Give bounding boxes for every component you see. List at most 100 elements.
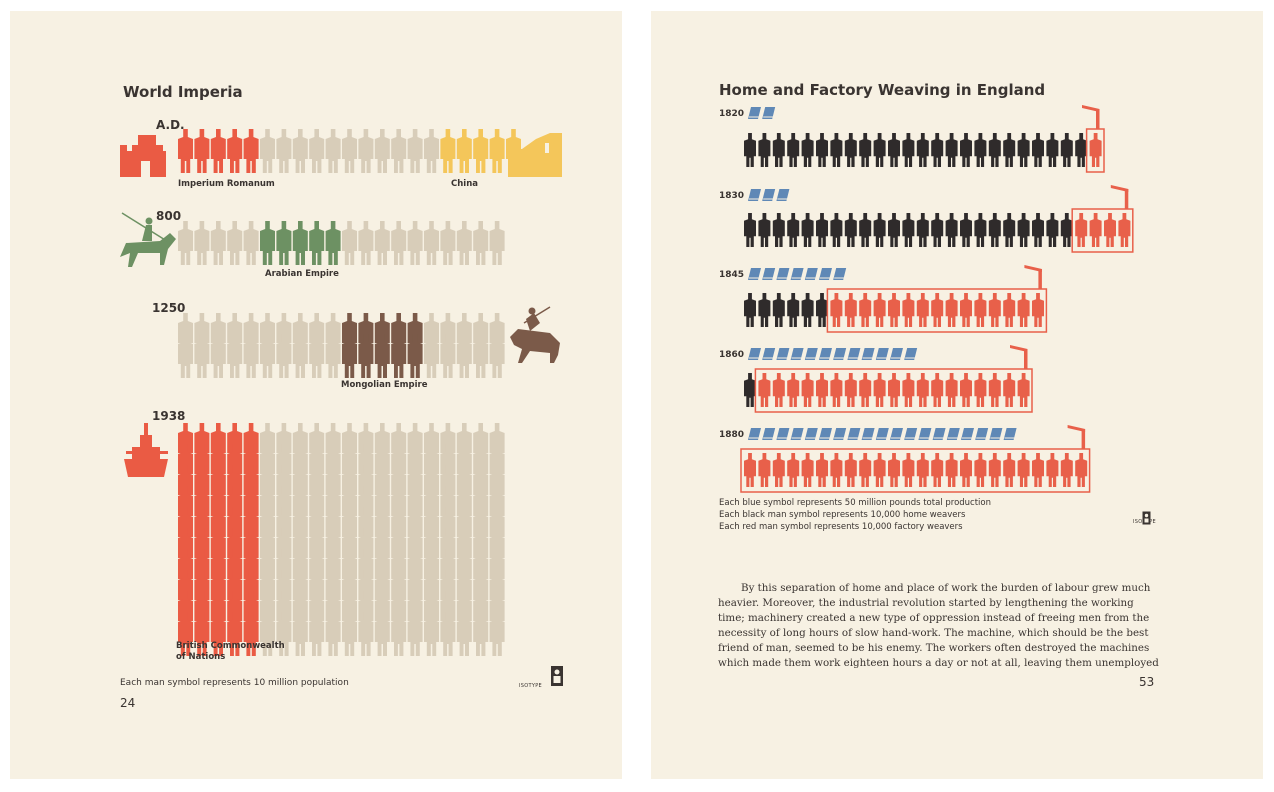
man-symbol <box>292 129 308 173</box>
man-symbol <box>260 612 275 656</box>
cloth-bolt-icon <box>819 348 832 360</box>
man-symbol <box>456 129 472 173</box>
home-weaver-symbol <box>844 213 857 247</box>
factory-weaver-symbol <box>902 453 915 487</box>
home-weaver-symbol <box>916 133 929 167</box>
man-symbol <box>489 221 505 265</box>
left-page-title: World Imperia <box>123 83 243 101</box>
mongol-horseman-icon <box>510 306 560 363</box>
home-weaver-symbol <box>1075 133 1088 167</box>
cloth-bolt-icon <box>776 428 790 440</box>
man-symbol <box>194 221 210 265</box>
man-symbol <box>325 612 341 656</box>
factory-weaver-symbol <box>960 373 972 407</box>
factory-weaver-symbol <box>1046 453 1059 487</box>
home-weaver-symbol <box>758 133 771 167</box>
cloth-bolt-icon <box>932 428 946 440</box>
cloth-bolt-icon <box>961 428 974 440</box>
man-symbol <box>342 334 357 378</box>
man-symbol <box>260 129 275 173</box>
factory-weaver-symbol <box>830 453 843 487</box>
cloth-bolt-icon <box>762 189 776 201</box>
world-imperia-chart <box>120 129 562 656</box>
man-symbol <box>391 129 407 173</box>
home-weaver-symbol <box>974 133 987 167</box>
factory-weaver-symbol <box>888 293 900 327</box>
cloth-bolt-icon <box>790 268 804 280</box>
cloth-bolt-icon <box>748 268 761 280</box>
factory-chimney-icon <box>1010 345 1028 369</box>
cloth-bolt-icon <box>918 428 932 440</box>
cloth-bolt-icon <box>989 428 1003 440</box>
cloth-bolt-icon <box>748 189 761 201</box>
home-weaver-symbol <box>787 213 800 247</box>
home-weaver-symbol <box>945 213 958 247</box>
legend-blue: Each blue symbol represents 50 million p… <box>719 498 992 508</box>
factory-weaver-symbol <box>1017 293 1030 327</box>
man-symbol <box>210 612 226 656</box>
home-weaver-symbol <box>902 133 915 167</box>
home-weaver-symbol <box>772 213 785 247</box>
home-weaver-symbol <box>1003 133 1016 167</box>
cloth-bolt-icon <box>847 428 861 440</box>
man-symbol <box>440 612 456 656</box>
man-symbol <box>292 221 308 265</box>
cloth-bolt-icon <box>790 428 804 440</box>
factory-weaver-symbol <box>744 453 756 487</box>
factory-chimney-icon <box>1082 105 1100 129</box>
factory-weaver-symbol <box>801 453 814 487</box>
factory-weaver-symbol <box>960 293 972 327</box>
cloth-bolt-icon <box>748 107 761 119</box>
factory-weaver-symbol <box>1003 293 1016 327</box>
body-line-4: necessity of long hours of slow hand-wor… <box>718 627 1149 639</box>
home-weaver-symbol <box>1017 213 1030 247</box>
man-symbol <box>456 221 472 265</box>
factory-weaver-symbol <box>1032 293 1044 327</box>
man-symbol <box>276 334 292 378</box>
cloth-bolt-icon <box>833 428 847 440</box>
factory-frame <box>740 448 1091 493</box>
home-weaver-symbol <box>801 293 814 327</box>
year-label-1860: 1860 <box>719 350 745 360</box>
battleship-icon <box>124 423 168 477</box>
man-symbol <box>309 334 325 378</box>
factory-weaver-symbol <box>844 293 857 327</box>
cloth-bolt-icon <box>762 268 776 280</box>
man-symbol <box>276 612 292 656</box>
home-weaver-symbol <box>787 133 800 167</box>
body-paragraph: By this separation of home and place of … <box>718 581 1159 671</box>
cloth-bolt-icon <box>890 428 903 440</box>
left-page: World Imperia A.D. 800 1250 1938 Imperiu… <box>10 11 622 779</box>
man-symbol <box>424 612 439 656</box>
year-label-1880: 1880 <box>719 430 745 440</box>
home-weaver-symbol <box>744 133 756 167</box>
factory-weaver-symbol <box>1003 373 1016 407</box>
man-symbol <box>424 129 439 173</box>
man-symbol <box>473 612 489 656</box>
legend-red: Each red man symbol represents 10,000 fa… <box>719 522 963 532</box>
cloth-bolt-icon <box>790 348 804 360</box>
man-symbol <box>342 221 357 265</box>
body-line-3: time; machinery created a new type of op… <box>718 612 1150 624</box>
year-label-1250: 1250 <box>152 301 186 315</box>
factory-weaver-symbol <box>1017 453 1030 487</box>
factory-weaver-symbol <box>873 373 886 407</box>
cloth-bolt-icon <box>1003 428 1017 440</box>
home-weaver-symbol <box>801 133 814 167</box>
man-symbol <box>243 221 259 265</box>
year-label-ad: A.D. <box>156 118 185 132</box>
home-weaver-symbol <box>772 293 785 327</box>
man-symbol <box>374 221 390 265</box>
factory-weaver-symbol <box>758 373 771 407</box>
home-weaver-symbol <box>859 133 872 167</box>
factory-weaver-symbol <box>1089 133 1102 167</box>
cloth-bolt-icon <box>819 268 832 280</box>
factory-weaver-symbol <box>758 453 771 487</box>
home-weaver-symbol <box>801 213 814 247</box>
man-symbol <box>178 221 193 265</box>
cloth-bolt-icon <box>762 348 776 360</box>
year-label-1845: 1845 <box>719 270 745 280</box>
man-symbol <box>473 221 489 265</box>
man-symbol <box>292 612 308 656</box>
year-label-1830: 1830 <box>719 191 745 201</box>
